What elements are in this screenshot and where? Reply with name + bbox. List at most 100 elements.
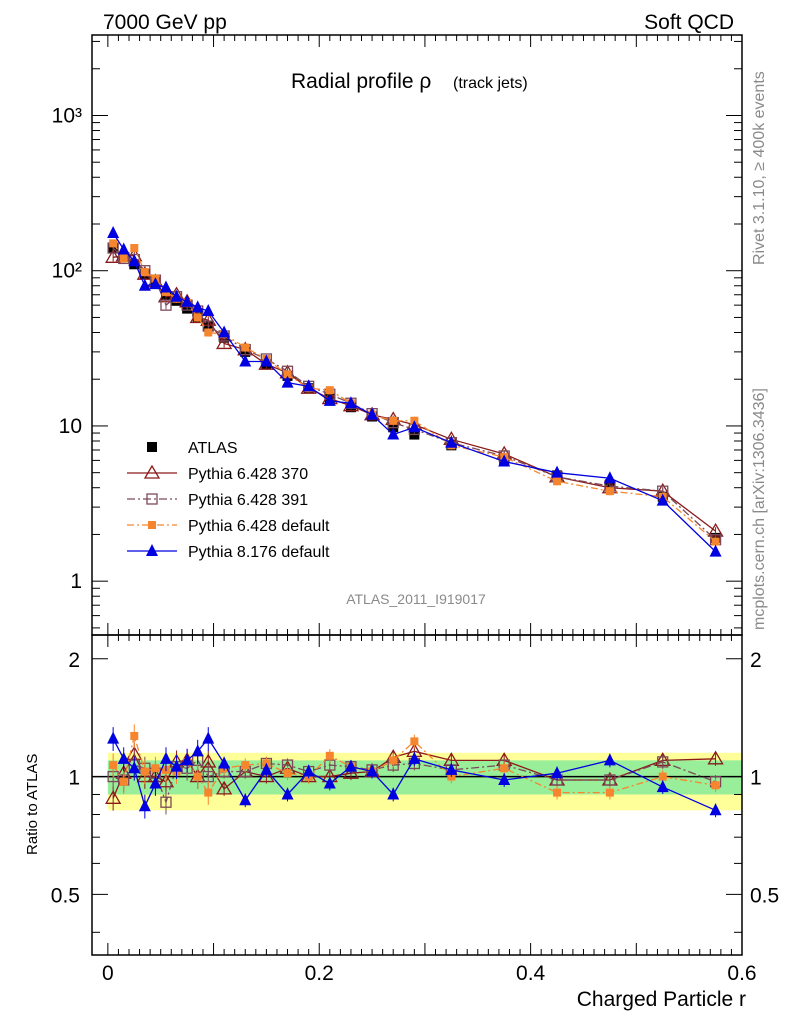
p8-marker [366, 764, 379, 777]
p391-marker [604, 774, 616, 786]
p8-marker [128, 761, 141, 774]
p8-marker [128, 254, 141, 267]
p8-marker [281, 375, 294, 388]
ratio-y-tick-label-right: 2 [750, 649, 762, 672]
p8-marker [323, 776, 336, 789]
ratio-y-tick-label-right: 0.5 [750, 884, 779, 907]
legend-label: Pythia 6.428 default [188, 518, 330, 535]
p6def-marker [204, 328, 213, 337]
p8-marker [202, 731, 215, 744]
p8-marker [181, 294, 194, 307]
ratio-y-tick-label: 1 [68, 767, 80, 790]
rivet-label: Rivet 3.1.10, ≥ 400k events [751, 71, 768, 265]
p8-marker [656, 493, 669, 506]
p391-marker [160, 796, 172, 808]
p6def-marker [193, 772, 202, 781]
p8-marker [366, 407, 379, 420]
p6def-marker [119, 254, 128, 263]
p6def-marker [410, 737, 419, 746]
p6def-marker [283, 769, 292, 778]
p6def-marker [140, 268, 149, 277]
p8-marker [146, 544, 158, 556]
p6def-marker [605, 487, 614, 496]
legend: ATLAS Pythia 6.428 370 Pythia 6.428 391 Pyt… [127, 440, 330, 561]
p8-marker [709, 803, 722, 816]
analysis-watermark: ATLAS_2011_I919017 [346, 591, 486, 607]
p8-marker [107, 731, 120, 744]
p8-marker [138, 278, 151, 291]
p6def-marker [658, 772, 667, 781]
p8-marker [408, 420, 421, 433]
p370-marker [215, 335, 233, 350]
p6def-marker [109, 761, 118, 770]
x-axis-label: Charged Particle r [577, 988, 746, 1011]
p8-marker [181, 753, 194, 766]
p8-marker [551, 465, 564, 478]
p6def-marker [325, 386, 334, 395]
p8-marker [218, 325, 231, 338]
p8-marker [138, 799, 151, 812]
p6def-marker [130, 731, 139, 740]
p6def-marker [151, 764, 160, 773]
p6def-marker [711, 781, 720, 790]
p8-marker [260, 762, 273, 775]
p8-marker [117, 242, 130, 255]
p6def-marker [553, 477, 562, 486]
main-series [105, 225, 724, 557]
p8-marker [408, 751, 421, 764]
ratio-y-tick-label-right: 1 [750, 767, 762, 790]
legend-label: Pythia 6.428 370 [188, 466, 308, 483]
p370-marker [105, 249, 122, 263]
p6def-marker [193, 313, 202, 322]
p6def-marker [553, 788, 562, 797]
legend-label: Pythia 8.176 default [188, 544, 330, 561]
ratio-series [105, 724, 724, 819]
p370-marker [105, 790, 122, 804]
p8-marker [656, 780, 669, 793]
ratio-panel-frame [91, 634, 743, 956]
mcplots-label: mcplots.cern.ch [arXiv:1306.3436] [751, 388, 768, 630]
atlas-marker [147, 442, 157, 452]
p8-marker [603, 753, 616, 766]
axis-ticks [92, 35, 743, 955]
p8-marker [218, 756, 231, 769]
p6def-marker [140, 767, 149, 776]
p8-marker [149, 776, 162, 789]
p6def-marker [241, 343, 250, 352]
ratio-line [112, 737, 716, 811]
p6def-marker [119, 777, 128, 786]
p8-marker [107, 225, 120, 238]
p8-marker [344, 396, 357, 409]
p8-marker [302, 379, 315, 392]
main-title: Radial profile ρ [291, 70, 431, 93]
x-tick-label: 0.6 [727, 962, 756, 985]
legend-label: Pythia 6.428 391 [188, 492, 308, 509]
ratio-line [112, 750, 716, 799]
p8-marker [445, 435, 458, 448]
p6def-marker [109, 239, 118, 248]
p391-marker [657, 756, 669, 768]
p8-marker [344, 759, 357, 772]
y-tick-label: 1 [70, 570, 82, 593]
main-subtitle: (track jets) [453, 75, 528, 92]
p6def-marker [711, 537, 720, 546]
p8-marker [302, 764, 315, 777]
p6def-marker [204, 788, 213, 797]
series-line [113, 255, 716, 532]
p8-marker [191, 744, 204, 757]
tick-labels: 0 0.2 0.4 0.6 1 10 10² 10³ 0.5 0.5 1 1 2 2 [51, 104, 779, 985]
legend-label: ATLAS [188, 440, 238, 457]
header-right: Soft QCD [644, 11, 734, 34]
p8-marker [445, 762, 458, 775]
p6def-marker [325, 751, 334, 760]
p8-marker [260, 354, 273, 367]
x-tick-label: 0.2 [305, 962, 334, 985]
p6def-marker [500, 764, 509, 773]
p8-marker [323, 393, 336, 406]
header-left: 7000 GeV pp [103, 11, 227, 34]
p8-marker [603, 471, 616, 484]
x-tick-label: 0.4 [516, 962, 546, 985]
p391-marker [160, 299, 172, 311]
p6def-marker [148, 521, 156, 529]
